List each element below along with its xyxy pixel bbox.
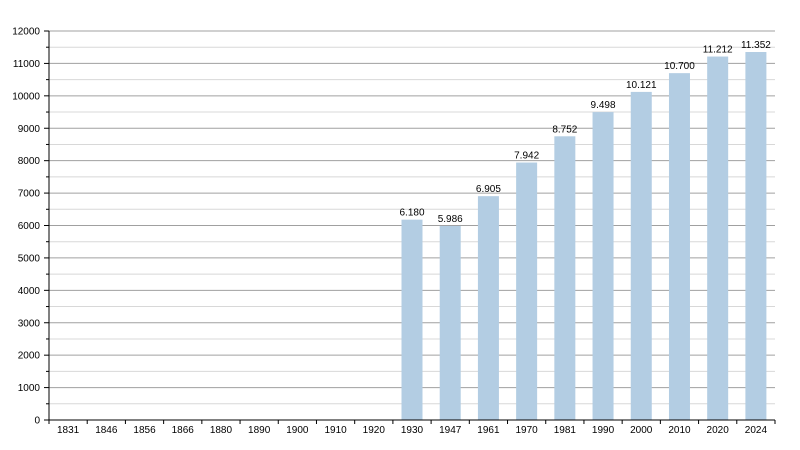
- data-label: 6.905: [476, 184, 501, 195]
- x-tick-label: 1970: [516, 425, 539, 436]
- bar: [402, 220, 423, 420]
- y-tick-label: 10000: [12, 91, 40, 102]
- x-tick-label: 1930: [401, 425, 424, 436]
- x-tick-label: 1920: [363, 425, 386, 436]
- bar: [440, 226, 461, 420]
- bar: [745, 52, 766, 420]
- bar: [669, 73, 690, 420]
- bars: [402, 52, 767, 420]
- x-tick-label: 1900: [286, 425, 309, 436]
- x-tick-label: 1947: [439, 425, 462, 436]
- data-label: 6.180: [399, 208, 424, 219]
- data-label: 8.752: [552, 124, 577, 135]
- data-label: 11.352: [741, 40, 771, 51]
- x-tick-label: 1961: [477, 425, 500, 436]
- x-tick-label: 1866: [172, 425, 195, 436]
- bar: [707, 57, 728, 420]
- y-tick-label: 5000: [18, 253, 41, 264]
- bar: [554, 136, 575, 420]
- y-tick-label: 12000: [12, 27, 40, 38]
- bar: [593, 112, 614, 420]
- bar: [516, 163, 537, 420]
- labels: 0 1000 2000 3000 4000 5000 6000 7000 8000 9000 100…: [12, 27, 771, 437]
- x-tick-label: 2020: [707, 425, 730, 436]
- x-tick-label: 2000: [630, 425, 653, 436]
- data-label: 11.212: [703, 45, 733, 56]
- data-label: 9.498: [591, 100, 616, 111]
- y-tick-label: 1000: [18, 383, 41, 394]
- y-tick-label: 3000: [18, 318, 41, 329]
- data-label: 10.121: [626, 80, 657, 91]
- x-tick-label: 1981: [554, 425, 577, 436]
- y-tick-label: 7000: [18, 189, 41, 200]
- y-tick-label: 2000: [18, 351, 41, 362]
- x-tick-label: 1831: [57, 425, 80, 436]
- y-tick-label: 0: [34, 416, 40, 427]
- y-tick-label: 9000: [18, 124, 41, 135]
- data-label: 10.700: [664, 61, 695, 72]
- x-tick-label: 1890: [248, 425, 271, 436]
- x-tick-label: 1910: [324, 425, 347, 436]
- x-tick-label: 1856: [133, 425, 156, 436]
- x-tick-label: 1880: [210, 425, 233, 436]
- x-tick-label: 2010: [668, 425, 691, 436]
- bar: [478, 196, 499, 420]
- x-tick-label: 1990: [592, 425, 615, 436]
- y-tick-label: 8000: [18, 156, 41, 167]
- y-tick-label: 4000: [18, 286, 41, 297]
- y-tick-label: 6000: [18, 221, 41, 232]
- x-tick-label: 2024: [745, 425, 768, 436]
- x-tick-label: 1846: [95, 425, 118, 436]
- bar: [631, 92, 652, 420]
- data-label: 5.986: [438, 214, 463, 225]
- data-label: 7.942: [514, 151, 539, 162]
- y-tick-label: 11000: [13, 59, 41, 70]
